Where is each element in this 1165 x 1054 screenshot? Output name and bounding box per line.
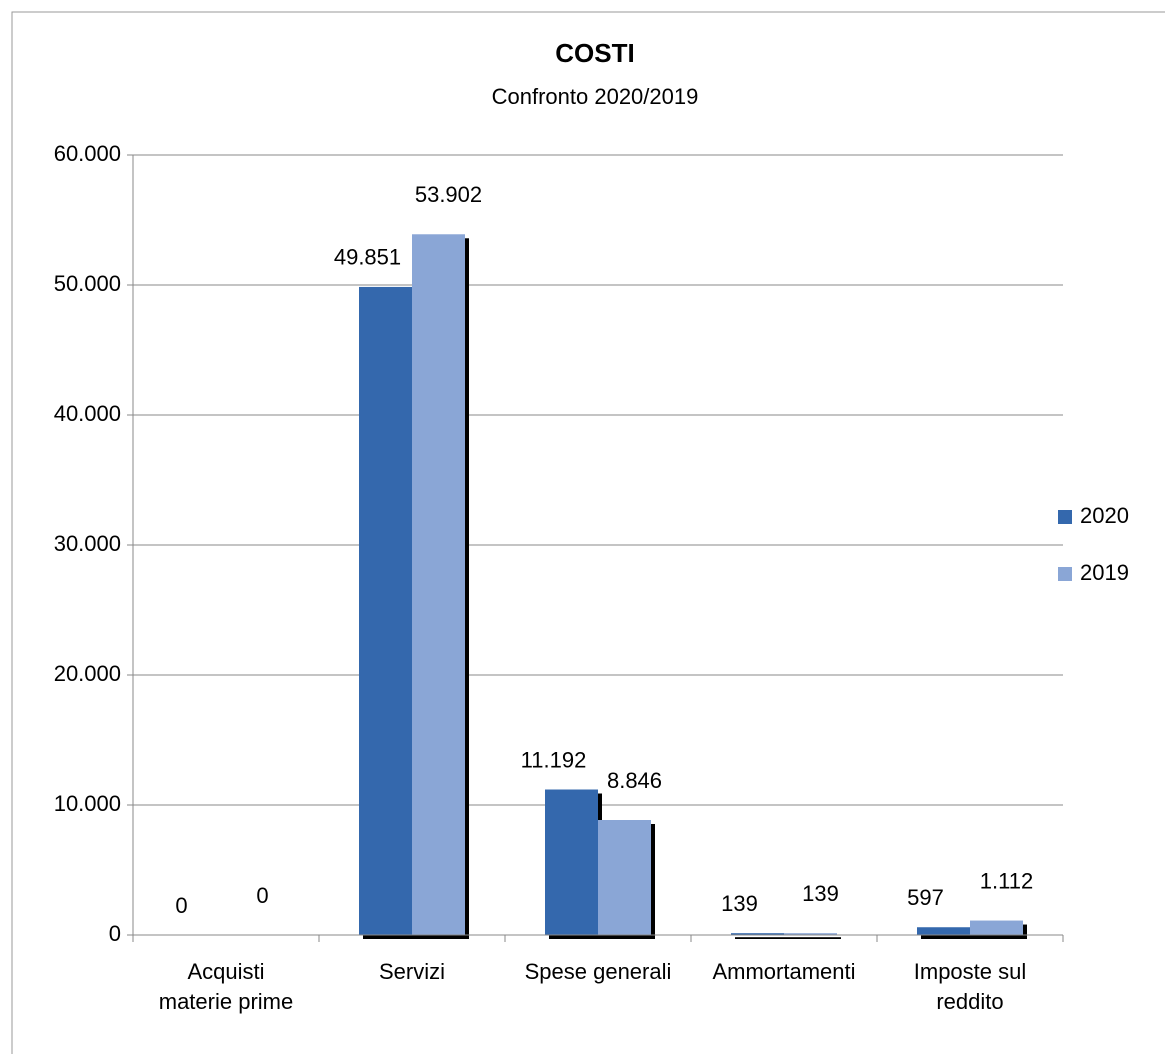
y-tick-label: 50.000 bbox=[54, 271, 121, 296]
y-tick-label: 10.000 bbox=[54, 791, 121, 816]
data-label: 49.851 bbox=[334, 245, 401, 270]
data-label: 597 bbox=[907, 885, 944, 910]
data-label: 0 bbox=[256, 883, 268, 908]
y-tick-label: 60.000 bbox=[54, 141, 121, 166]
bar bbox=[970, 920, 1023, 935]
y-tick-label: 40.000 bbox=[54, 401, 121, 426]
chart-subtitle: Confronto 2020/2019 bbox=[492, 84, 699, 109]
data-label: 0 bbox=[175, 893, 187, 918]
x-tick-label: Servizi bbox=[378, 959, 445, 984]
bar bbox=[598, 820, 651, 935]
legend-swatch bbox=[1058, 567, 1072, 581]
data-label: 8.846 bbox=[607, 768, 662, 793]
bar bbox=[545, 789, 598, 935]
x-tick-label: Imposte sul reddito bbox=[913, 959, 1027, 1014]
y-tick-label: 0 bbox=[109, 921, 121, 946]
bar bbox=[731, 933, 784, 935]
data-label: 139 bbox=[721, 891, 758, 916]
data-label: 139 bbox=[802, 881, 839, 906]
x-tick-label: Ammortamenti bbox=[712, 959, 856, 984]
chart-title: COSTI bbox=[555, 38, 634, 68]
bar bbox=[412, 234, 465, 936]
bar bbox=[917, 927, 970, 935]
bar-shadow bbox=[735, 937, 788, 939]
chart-border bbox=[11, 11, 1165, 1054]
legend-label: 2020 bbox=[1080, 503, 1129, 528]
bar bbox=[359, 286, 412, 935]
data-label: 53.902 bbox=[415, 182, 482, 207]
data-label: 1.112 bbox=[980, 868, 1033, 893]
bar-shadow bbox=[788, 937, 841, 939]
legend-swatch bbox=[1058, 510, 1072, 524]
bar bbox=[784, 933, 837, 935]
data-label: 11.192 bbox=[521, 747, 587, 772]
x-tick-label: Acquisti materie prime bbox=[158, 959, 294, 1014]
y-tick-label: 20.000 bbox=[54, 661, 121, 686]
legend-label: 2019 bbox=[1080, 560, 1129, 585]
x-tick-label: Spese generali bbox=[524, 959, 672, 984]
y-tick-label: 30.000 bbox=[54, 531, 121, 556]
